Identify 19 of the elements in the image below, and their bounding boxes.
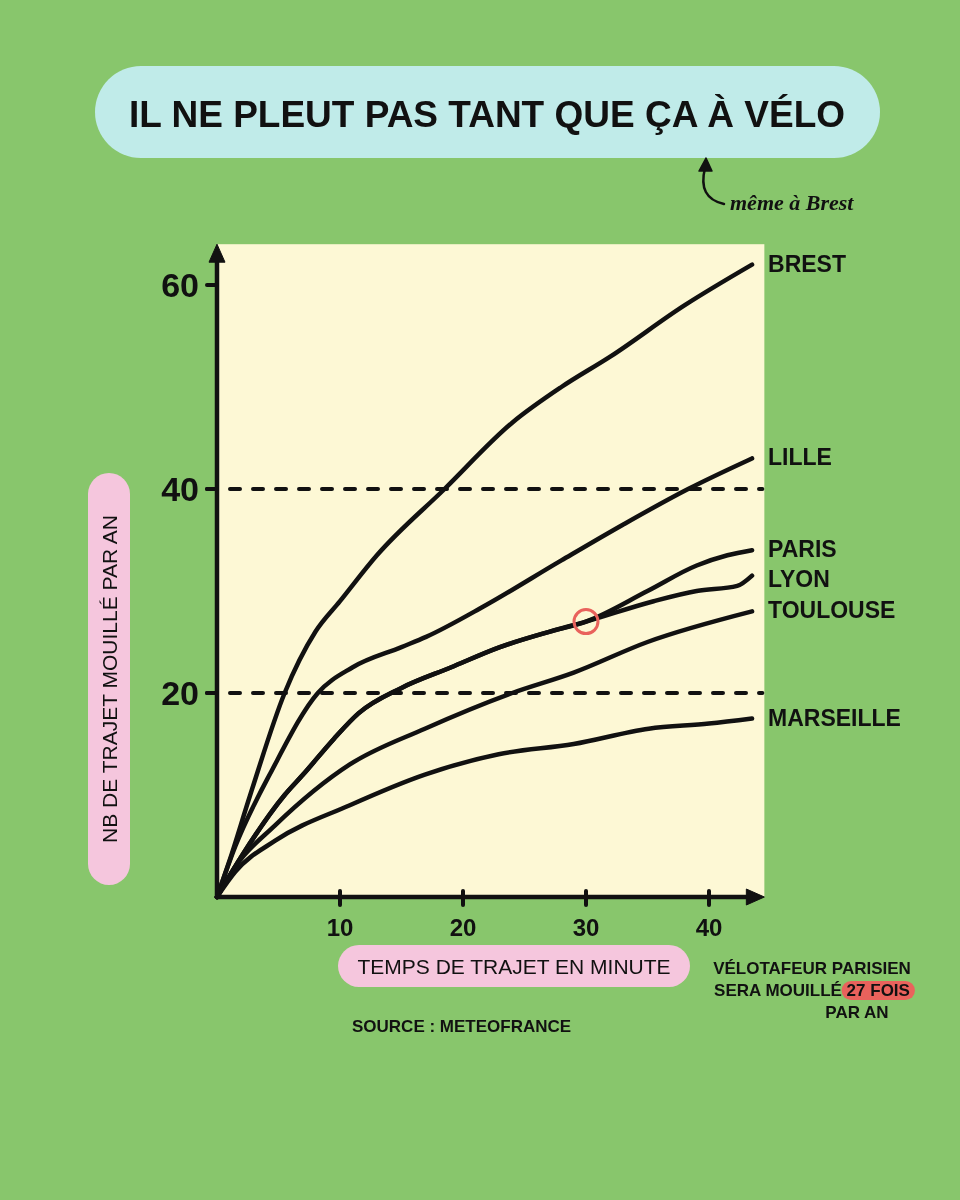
- text: même à Brest: [730, 190, 855, 215]
- series-label: BREST: [768, 250, 846, 277]
- series-label: PARIS: [768, 536, 837, 563]
- chart-title: IL NE PLEUT PAS TANT QUE ÇA À VÉLO: [128, 94, 846, 135]
- x-tick-label: 20: [449, 914, 477, 941]
- x-tick-label: 30: [572, 914, 600, 941]
- y-axis-title: NB DE TRAJET MOUILLÉ PAR AN: [98, 515, 121, 843]
- x-tick-label: 10: [326, 914, 354, 941]
- y-tick-label: 60: [161, 266, 199, 304]
- series-label: MARSEILLE: [768, 704, 901, 731]
- source-note: SOURCE : METEOFRANCE: [352, 1017, 572, 1036]
- series-label: LYON: [768, 566, 830, 593]
- x-axis-title: TEMPS DE TRAJET EN MINUTE: [357, 955, 671, 978]
- y-tick-label: 40: [161, 470, 199, 508]
- series-label: LILLE: [768, 444, 832, 471]
- series-label: TOULOUSE: [768, 597, 896, 624]
- x-tick-label: 40: [695, 914, 723, 941]
- y-tick-label: 20: [161, 674, 199, 712]
- text: VÉLOTAFEUR PARISIEN SERA MOUILLÉ 27 FOIS PAR AN: [713, 959, 911, 1022]
